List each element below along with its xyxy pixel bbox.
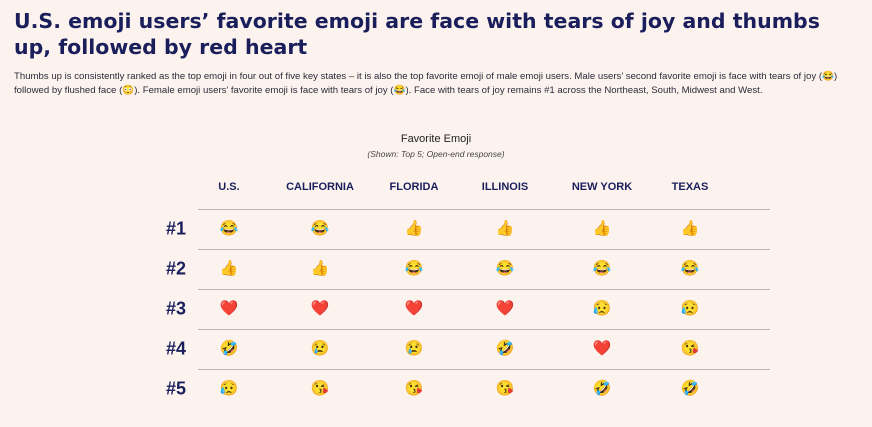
emoji-cell: 😂	[310, 220, 330, 237]
column-header: FLORIDA	[389, 181, 439, 193]
row-divider	[198, 369, 770, 370]
rank-label: #1	[166, 218, 187, 239]
emoji-cell: 😂	[495, 260, 515, 277]
emoji-cell: 😂	[680, 260, 700, 277]
emoji-cell: 😘	[680, 340, 700, 357]
rank-label: #3	[166, 298, 187, 319]
column-header: ILLINOIS	[481, 181, 529, 193]
row-divider	[198, 329, 770, 330]
row-divider	[198, 209, 770, 210]
emoji-cell: 👍	[219, 260, 239, 277]
emoji-cell: 😢	[404, 340, 424, 357]
column-header: TEXAS	[671, 181, 709, 193]
rank-label: #2	[166, 258, 187, 279]
emoji-cell: ❤️	[495, 300, 515, 317]
emoji-cell: 🤣	[680, 380, 700, 397]
emoji-cell: 🤣	[592, 380, 612, 397]
emoji-cell: 🤣	[219, 340, 239, 357]
row-divider	[198, 249, 770, 250]
rank-label: #4	[166, 338, 187, 359]
column-header: NEW YORK	[571, 181, 633, 193]
emoji-cell: 😘	[310, 380, 330, 397]
row-divider	[198, 289, 770, 290]
page-subtitle: Thumbs up is consistently ranked as the …	[14, 71, 838, 96]
column-header: CALIFORNIA	[286, 181, 354, 193]
emoji-cell: 😥	[592, 300, 612, 317]
emoji-cell: 😥	[680, 300, 700, 317]
column-header: U.S.	[218, 181, 240, 193]
emoji-cell: ❤️	[592, 340, 612, 357]
emoji-cell: 👍	[680, 220, 700, 237]
page-title: U.S. emoji users’ favorite emoji are fac…	[14, 9, 820, 59]
emoji-cell: 😘	[495, 380, 515, 397]
emoji-cell: ❤️	[310, 300, 330, 317]
emoji-cell: ❤️	[219, 300, 239, 317]
chart-subtitle: (Shown: Top 5; Open-end response)	[367, 149, 505, 159]
emoji-cell: 😂	[404, 260, 424, 277]
emoji-cell: 👍	[404, 220, 424, 237]
emoji-cell: 👍	[495, 220, 515, 237]
chart-title: Favorite Emoji	[400, 133, 472, 145]
emoji-cell: ❤️	[404, 300, 424, 317]
rank-label: #5	[166, 378, 187, 399]
emoji-cell: 👍	[592, 220, 612, 237]
emoji-cell: 🤣	[495, 340, 515, 357]
emoji-cell: 😂	[219, 220, 239, 237]
emoji-cell: 😥	[219, 380, 239, 397]
emoji-cell: 😂	[592, 260, 612, 277]
emoji-cell: 😢	[310, 340, 330, 357]
emoji-cell: 😘	[404, 380, 424, 397]
emoji-cell: 👍	[310, 260, 330, 277]
